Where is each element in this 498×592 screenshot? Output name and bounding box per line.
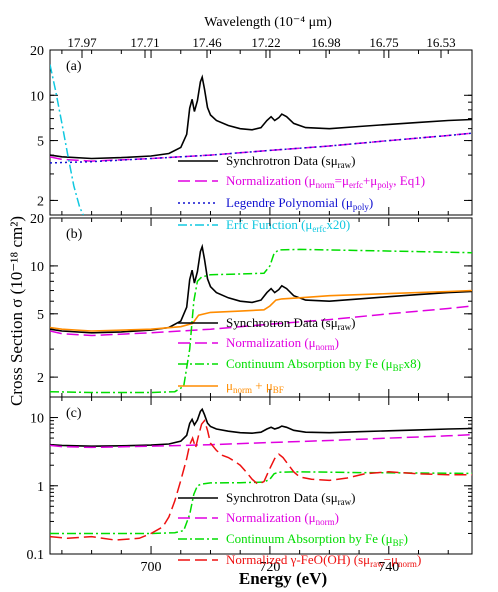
x-tick-label: 720	[259, 560, 280, 575]
x-tick-label: 740	[378, 560, 399, 575]
x-axis-label: Energy (eV)	[239, 569, 327, 588]
top-tick-labels: 17.97 17.71 17.46 17.22 16.98 16.75 16.5…	[67, 35, 455, 50]
y-tick-label: 2	[37, 371, 44, 386]
legend: Synchrotron Data (sμraw) Normalization (μ…	[178, 490, 421, 569]
series-line	[50, 248, 472, 394]
legend-entry: Legendre Polynomial (μpoly)	[226, 195, 373, 212]
top-axis-label: Wavelength (10⁻⁴ μm)	[204, 15, 332, 30]
legend-entry: Synchrotron Data (sμraw)	[226, 153, 356, 170]
top-tick-label: 16.75	[369, 35, 398, 50]
y-tick-label: 5	[37, 308, 44, 323]
series-line	[50, 433, 472, 449]
y-tick-label: 10	[30, 412, 44, 427]
legend-entry: Continuum Absorption by Fe (μBF)	[226, 531, 408, 548]
legend-entry: μnorm + μBF	[226, 378, 284, 395]
y-tick-label: 1	[37, 480, 44, 495]
series-line	[50, 74, 472, 160]
legend-entry: Erfc Function (μerfcx20)	[226, 217, 350, 234]
series-line	[50, 64, 84, 215]
y-tick-label: 5	[37, 135, 44, 150]
legend-entry: Synchrotron Data (sμraw)	[226, 490, 356, 507]
chart-panel: 2 5 10 20 (a) Synchrotron Data (sμraw) Normali…	[30, 44, 473, 234]
series-line	[50, 243, 472, 334]
legend-entry: Normalization (μnorm)	[226, 510, 339, 527]
legend: Synchrotron Data (sμraw) Normalization (μ…	[178, 315, 421, 395]
y-tick-label: 10	[30, 89, 44, 104]
plot-frame	[49, 49, 473, 216]
top-tick-label: 17.97	[67, 35, 97, 50]
legend-entry: Normalization (μnorm)	[226, 335, 339, 352]
y-tick-label: 20	[30, 212, 44, 227]
y-tick-label: 20	[30, 44, 44, 59]
chart-panel: 0.1 1 10 700 720 740 (c) Synchrotron Data (sμra…	[27, 396, 473, 575]
y-tick-label: 2	[37, 194, 44, 209]
panel-label: (b)	[66, 227, 83, 242]
panel-label: (c)	[66, 406, 82, 421]
series-line	[50, 289, 472, 332]
series-group	[50, 407, 472, 541]
chart-panel: 2 5 10 20 (b) Synchrotron Data (sμraw) Normali…	[30, 212, 473, 398]
legend-entry: Normalized γ-FeO(OH) (sμraw−μnorm)	[226, 552, 421, 569]
top-tick-label: 17.46	[192, 35, 222, 50]
series-line	[50, 471, 472, 535]
panel-label: (a)	[66, 59, 82, 74]
legend: Synchrotron Data (sμraw) Normalization (μ…	[178, 153, 425, 234]
series-line	[50, 419, 472, 541]
series-line	[50, 132, 472, 164]
series-group	[50, 243, 472, 394]
top-tick-label: 16.53	[426, 35, 455, 50]
y-tick-label: 10	[30, 260, 44, 275]
x-tick-label: 700	[141, 560, 162, 575]
series-line	[50, 305, 472, 337]
top-tick-label: 17.22	[251, 35, 280, 50]
series-line	[50, 407, 472, 448]
legend-entry: Synchrotron Data (sμraw)	[226, 315, 356, 332]
top-tick-label: 17.71	[130, 35, 159, 50]
series-group	[50, 64, 472, 215]
panels: 2 5 10 20 (a) Synchrotron Data (sμraw) Normali…	[27, 44, 473, 575]
legend-entry: Continuum Absorption by Fe (μBFx8)	[226, 356, 421, 373]
y-tick-label: 0.1	[27, 548, 45, 563]
top-tick-label: 16.98	[311, 35, 340, 50]
legend-entry: Normalization (μnorm=μerfc+μpoly, Eq1)	[226, 173, 425, 190]
y-axis-label: Cross Section σ (10⁻¹⁸ cm²)	[7, 216, 26, 406]
